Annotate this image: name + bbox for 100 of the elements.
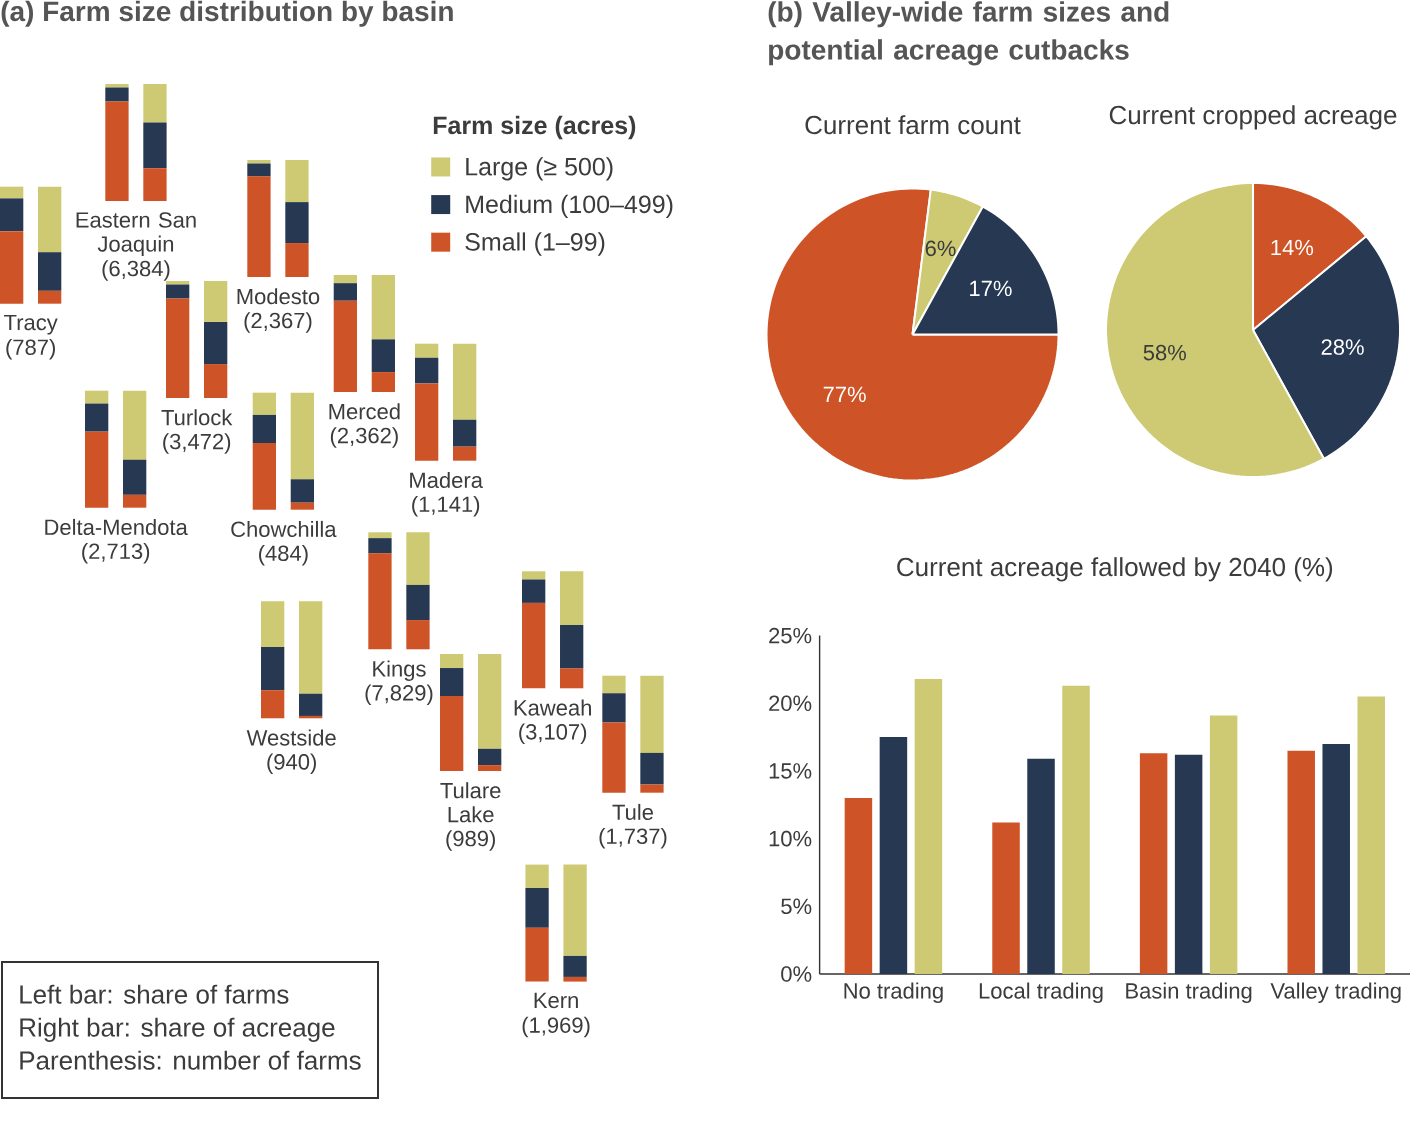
bar	[406, 584, 430, 621]
bar	[285, 202, 309, 244]
bar	[602, 693, 626, 723]
text: (3,472)	[163, 433, 231, 454]
bar	[560, 668, 584, 689]
bar	[299, 601, 323, 694]
x-axis-title: Turlock	[161, 409, 233, 426]
bar	[992, 822, 1020, 974]
bar	[252, 443, 277, 510]
bar	[525, 927, 549, 982]
y-tick-label: 20%	[769, 695, 812, 712]
bar	[38, 252, 62, 291]
x-axis-title: Chowchilla	[231, 520, 337, 538]
text: Left bar: share of farms	[20, 984, 289, 1004]
bar	[879, 737, 908, 974]
data-label: 17%	[970, 280, 1012, 297]
bar	[1027, 758, 1055, 974]
bar	[204, 280, 228, 322]
bar	[440, 668, 464, 697]
legend-label: Small (1–99)	[465, 232, 605, 256]
bar	[478, 653, 502, 749]
bar	[123, 390, 147, 460]
text: (2,713)	[82, 542, 150, 564]
bar	[640, 784, 664, 793]
text: (7,829)	[365, 684, 433, 705]
text: Right bar: share of acreage	[20, 1017, 335, 1042]
data-label: 58%	[1143, 344, 1186, 361]
text: (989)	[446, 830, 495, 851]
x-axis-title: Kings	[373, 660, 426, 681]
bar	[914, 678, 943, 974]
bar	[285, 159, 309, 203]
bar	[371, 372, 396, 392]
text: (1,141)	[412, 495, 480, 517]
bar	[143, 168, 167, 201]
x-axis-title: Madera	[410, 471, 483, 489]
bar	[105, 101, 129, 201]
x-tick-label: Local trading	[979, 982, 1103, 1004]
text: (484)	[259, 544, 308, 566]
text: (a) Farm size distribution by basin	[1, 0, 453, 27]
x-axis-title: Westside	[246, 729, 336, 746]
bar	[252, 414, 277, 443]
bar	[85, 431, 109, 508]
bar	[204, 321, 228, 365]
bar	[440, 696, 464, 771]
y-tick-label: 15%	[769, 763, 812, 779]
bar	[0, 231, 24, 304]
bar	[1322, 743, 1350, 974]
y-tick-label: 0%	[781, 966, 812, 982]
bar	[602, 675, 626, 694]
bar	[1174, 754, 1203, 974]
bar	[1357, 696, 1385, 974]
bar	[38, 290, 62, 304]
bar	[368, 553, 392, 650]
bar	[844, 798, 873, 974]
x-axis-title: Eastern San Joaquin	[76, 212, 196, 257]
text: (6,384)	[102, 260, 170, 281]
bar	[368, 538, 392, 554]
bar	[415, 343, 439, 358]
x-axis-title: Kaweah	[514, 699, 591, 716]
bar	[290, 479, 315, 503]
bar	[290, 502, 315, 510]
bar	[522, 579, 546, 603]
bar	[522, 602, 546, 689]
text: (2,367)	[244, 312, 312, 333]
bar	[602, 722, 626, 793]
bar	[1062, 685, 1090, 974]
legend-label: Large (≥ 500)	[466, 157, 613, 181]
text: (787)	[6, 338, 55, 360]
x-axis-title: Merced	[329, 403, 400, 420]
bar	[247, 176, 271, 277]
chart-subtitle: Current farm count	[805, 115, 1021, 135]
text: (2,362)	[330, 427, 398, 448]
bar	[368, 532, 392, 539]
x-axis-title: Delta-Mendota	[45, 518, 188, 536]
text: Parenthesis: number of farms	[20, 1050, 361, 1070]
bar	[525, 888, 549, 928]
x-tick-label: No trading	[844, 982, 943, 1004]
bar	[563, 955, 587, 977]
bar	[640, 752, 664, 785]
x-axis-title: Tracy	[4, 314, 58, 335]
bar	[560, 625, 584, 669]
text: (1,737)	[599, 827, 667, 849]
chart-title: (b) Valley-wide farm sizes and potential acreage cutbacks	[768, 1, 1169, 66]
bar	[560, 571, 584, 626]
bar	[478, 765, 502, 771]
bar	[415, 383, 439, 461]
bar	[333, 283, 358, 301]
bar	[252, 392, 277, 415]
bar	[290, 392, 315, 480]
bar	[261, 601, 285, 647]
bar	[261, 690, 285, 719]
bar	[123, 494, 147, 508]
y-tick-label: 10%	[769, 830, 812, 847]
bar	[371, 339, 396, 373]
bar	[478, 748, 502, 766]
x-tick-label: Basin trading	[1126, 982, 1252, 1004]
bar	[123, 459, 147, 495]
x-axis-title: Kern	[534, 992, 578, 1009]
legend-title: Farm size (acres)	[433, 115, 636, 140]
bar	[166, 284, 190, 299]
